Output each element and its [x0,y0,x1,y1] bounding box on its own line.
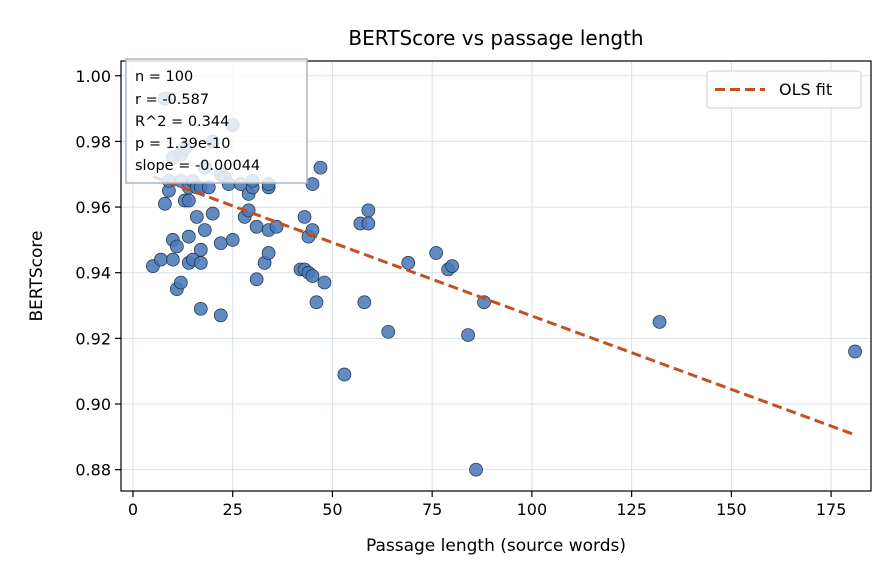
y-axis-label: BERTScore [27,231,47,322]
data-point [189,210,204,224]
x-tick-label: 125 [616,500,647,519]
y-tick-label: 0.88 [75,461,111,480]
x-tick-label: 75 [422,500,442,519]
legend-frame [706,70,862,109]
data-point [225,233,240,247]
legend: OLS fit [706,70,862,109]
y-axis-ticks: 0.88 0.90 0.92 0.94 0.96 0.98 1.00 [75,67,121,480]
data-point [309,295,324,310]
stats-p-value: p = 1.39e-10 [135,136,230,152]
data-point [461,328,475,342]
plot-frame [120,60,872,492]
grid [121,61,871,491]
ols-fit-line [152,175,856,437]
data-point [181,193,196,208]
stats-r-squared: R^2 = 0.344 [135,114,229,130]
chart-title: BERTScore vs passage length [348,26,643,50]
data-point [170,239,184,254]
data-point [848,344,862,359]
data-point [205,206,220,221]
data-point [173,275,188,290]
legend-fit-label: OLS fit [779,80,832,99]
data-point [249,272,264,287]
data-point [361,216,376,231]
x-axis-ticks: 0 25 50 75 100 125 150 175 [128,491,847,519]
data-point [469,462,483,477]
data-point [197,223,212,237]
data-point [181,229,196,244]
x-tick-label: 50 [322,500,342,519]
stats-box: n = 100 r = -0.587 R^2 = 0.344 p = 1.39e… [125,58,308,184]
data-point [261,246,276,260]
data-point [166,252,180,267]
x-tick-label: 25 [223,500,243,519]
stats-box-frame [125,58,308,184]
data-point [305,269,320,283]
data-point [337,367,352,382]
x-tick-label: 0 [128,500,138,519]
data-point [652,315,667,329]
data-point [158,196,172,211]
data-point [401,256,416,270]
x-tick-label: 175 [816,500,847,519]
y-tick-label: 0.90 [75,395,111,414]
x-tick-label: 150 [716,500,747,519]
data-point [313,160,328,175]
data-point [429,246,444,260]
data-point [297,210,312,224]
data-point [381,324,396,339]
y-tick-label: 0.92 [75,329,111,348]
data-point [193,256,208,270]
data-point [305,177,320,191]
data-point [193,301,208,316]
y-tick-label: 1.00 [75,67,111,86]
stats-r: r = -0.587 [135,92,209,108]
data-point [213,236,228,251]
y-tick-label: 0.96 [75,198,111,217]
y-tick-label: 0.98 [75,132,111,151]
x-tick-label: 100 [517,500,548,519]
data-point [357,295,372,310]
data-point [154,252,168,267]
stats-n: n = 100 [135,69,193,85]
y-tick-label: 0.94 [75,264,111,283]
data-point [361,203,376,218]
x-axis-label: Passage length (source words) [366,536,626,556]
data-point [317,275,332,290]
data-point [249,219,264,234]
data-point [445,259,459,274]
data-point [213,308,228,323]
data-point [193,242,208,257]
stats-slope: slope = -0.00044 [135,158,260,174]
